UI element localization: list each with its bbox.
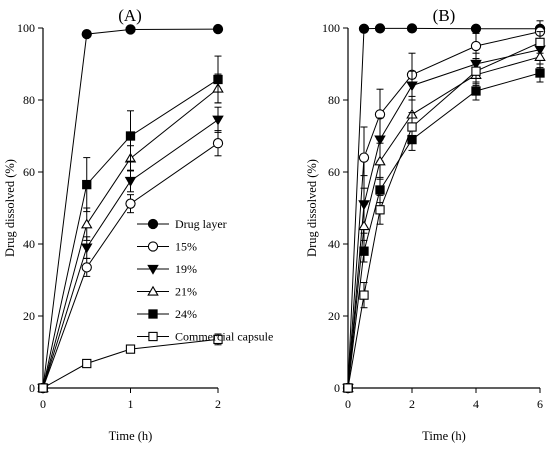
y-tick-label: 0 xyxy=(29,381,35,395)
panel-label: (B) xyxy=(433,6,456,25)
legend-label: 15% xyxy=(175,240,197,254)
data-point xyxy=(407,122,417,132)
series-line xyxy=(347,72,541,389)
data-point xyxy=(125,344,136,354)
series-line xyxy=(42,338,219,389)
y-tick-label: 80 xyxy=(23,93,35,107)
data-point xyxy=(534,51,546,61)
x-tick-label: 2 xyxy=(409,397,415,411)
data-point xyxy=(359,290,369,300)
legend-label: 19% xyxy=(175,262,197,276)
data-point xyxy=(212,23,224,35)
data-point xyxy=(82,179,92,190)
series-24 xyxy=(38,55,223,393)
legend: Drug layer 15% 19% 21% 24% Commercial capsule xyxy=(137,217,273,344)
series-drug-layer xyxy=(342,23,546,394)
series-line xyxy=(42,79,219,389)
y-tick-label: 80 xyxy=(328,93,340,107)
series-line xyxy=(42,88,219,389)
data-point xyxy=(80,243,93,254)
data-point xyxy=(374,155,386,166)
data-point xyxy=(535,37,545,48)
legend-label: 24% xyxy=(175,307,197,321)
y-tick-label: 20 xyxy=(23,309,35,323)
data-point xyxy=(125,24,136,35)
series-line xyxy=(42,119,219,389)
data-point xyxy=(212,138,224,149)
legend-marker xyxy=(148,331,158,342)
series-commercial-capsule xyxy=(343,31,545,393)
series-line xyxy=(347,49,541,389)
data-point xyxy=(374,23,386,34)
legend-label: Drug layer xyxy=(175,217,227,231)
data-point xyxy=(535,68,545,78)
x-tick-label: 0 xyxy=(345,397,351,411)
y-tick-label: 100 xyxy=(17,21,35,35)
data-point xyxy=(406,23,418,34)
data-point xyxy=(124,176,137,187)
x-tick-label: 4 xyxy=(473,397,479,411)
data-point xyxy=(358,220,370,231)
data-point xyxy=(471,66,481,76)
series-line xyxy=(347,31,541,389)
y-tick-label: 20 xyxy=(328,309,340,323)
y-tick-label: 100 xyxy=(322,21,340,35)
chart-panel-b: (B) 0 20 40 60 80 100 0 2 4 6 Time (h) Drug dissolve… xyxy=(305,6,546,443)
y-axis-title: Drug dissolved (%) xyxy=(3,159,17,257)
series-24 xyxy=(343,63,545,393)
data-point xyxy=(38,383,48,393)
x-axis-title: Time (h) xyxy=(109,429,153,443)
series-21 xyxy=(342,45,546,393)
data-point xyxy=(213,74,223,85)
data-point xyxy=(125,131,136,141)
data-point xyxy=(470,40,482,52)
legend-marker xyxy=(147,285,159,296)
series-line xyxy=(42,28,219,389)
legend-label: 21% xyxy=(175,285,197,299)
legend-marker xyxy=(148,309,158,319)
data-point xyxy=(343,383,353,393)
chart-panel-a: (A) 0 20 40 60 80 100 0 1 2 Time (h) Drug dissolved… xyxy=(3,6,273,443)
panel-label: (A) xyxy=(118,6,142,25)
data-point xyxy=(81,262,92,273)
legend-marker xyxy=(147,264,159,275)
data-point xyxy=(406,81,418,92)
data-point xyxy=(471,86,481,96)
x-tick-label: 1 xyxy=(128,397,134,411)
series-line xyxy=(42,142,219,389)
x-tick-label: 0 xyxy=(40,397,46,411)
data-point xyxy=(358,23,370,34)
data-point xyxy=(81,28,92,40)
x-tick-label: 6 xyxy=(537,397,543,411)
data-point xyxy=(212,115,224,126)
data-point xyxy=(375,205,385,215)
data-point xyxy=(80,218,93,229)
data-point xyxy=(359,246,369,256)
series-15 xyxy=(342,20,546,394)
y-tick-label: 0 xyxy=(334,381,340,395)
y-tick-label: 40 xyxy=(23,237,35,251)
legend-marker xyxy=(147,218,159,230)
data-point xyxy=(470,23,482,34)
legend-marker xyxy=(147,241,159,252)
y-tick-label: 60 xyxy=(23,165,35,179)
series-commercial-capsule xyxy=(38,333,223,393)
series-line xyxy=(347,41,541,389)
y-axis-title: Drug dissolved (%) xyxy=(305,159,319,257)
series-line xyxy=(347,27,540,389)
y-tick-label: 40 xyxy=(328,237,340,251)
series-line xyxy=(347,56,541,389)
x-tick-label: 2 xyxy=(215,397,221,411)
data-point xyxy=(82,358,92,369)
data-point xyxy=(375,185,385,195)
data-point xyxy=(358,152,370,163)
data-point xyxy=(374,135,386,146)
x-axis-title: Time (h) xyxy=(422,429,466,443)
data-point xyxy=(125,198,136,209)
legend-label: Commercial capsule xyxy=(175,330,273,344)
data-point xyxy=(213,334,223,345)
y-tick-label: 60 xyxy=(328,165,340,179)
